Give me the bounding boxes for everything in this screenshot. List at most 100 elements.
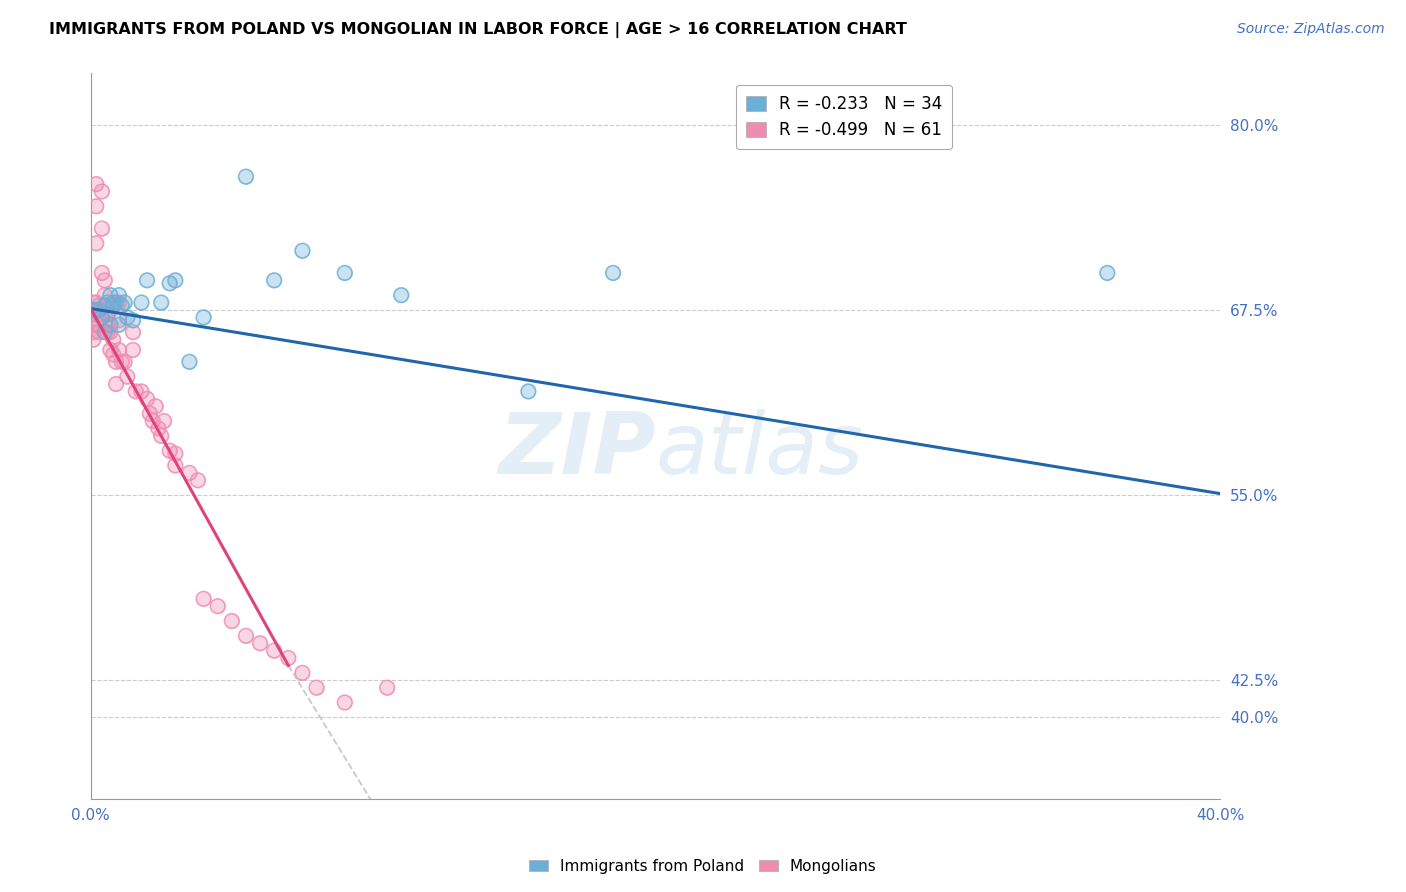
Point [187,473,209,487]
Point [333,696,356,710]
Point [389,288,412,302]
Point [90,185,112,199]
Point [517,384,540,399]
Point [1097,266,1119,280]
Point [150,295,173,310]
Point [84,295,107,310]
Point [114,295,136,310]
Point [87,325,110,339]
Point [87,302,110,317]
Point [108,288,131,302]
Point [193,591,215,606]
Point [159,443,181,458]
Point [97,318,120,332]
Point [87,325,110,339]
Point [122,313,145,327]
Point [291,244,314,258]
Point [105,377,128,392]
Point [100,288,122,302]
Point [108,313,131,327]
Point [114,355,136,369]
Point [108,295,131,310]
Point [145,399,167,413]
Point [103,299,125,313]
Point [333,696,356,710]
Point [84,177,107,191]
Point [97,295,120,310]
Point [105,355,128,369]
Point [84,199,107,213]
Point [108,313,131,327]
Text: atlas: atlas [655,409,863,491]
Point [117,310,139,325]
Point [193,591,215,606]
Point [131,384,153,399]
Point [93,273,115,287]
Point [93,299,115,313]
Point [159,443,181,458]
Point [87,302,110,317]
Point [90,310,112,325]
Point [103,295,125,310]
Text: IMMIGRANTS FROM POLAND VS MONGOLIAN IN LABOR FORCE | AGE > 16 CORRELATION CHART: IMMIGRANTS FROM POLAND VS MONGOLIAN IN L… [49,22,907,38]
Point [305,681,328,695]
Point [165,447,187,461]
Point [103,333,125,347]
Point [93,307,115,321]
Point [97,307,120,321]
Point [84,236,107,251]
Point [333,266,356,280]
Point [125,384,148,399]
Point [145,399,167,413]
Point [82,318,104,332]
Point [153,414,176,428]
Point [100,318,122,332]
Point [142,414,165,428]
Point [235,169,257,184]
Point [93,288,115,302]
Point [263,273,285,287]
Point [93,273,115,287]
Point [193,310,215,325]
Point [165,273,187,287]
Point [87,318,110,332]
Point [136,273,159,287]
Point [165,458,187,473]
Point [87,299,110,313]
Point [90,185,112,199]
Point [291,244,314,258]
Point [90,266,112,280]
Point [93,325,115,339]
Point [142,414,165,428]
Point [263,643,285,657]
Point [84,302,107,317]
Point [179,466,201,480]
Point [108,343,131,357]
Point [90,266,112,280]
Point [108,295,131,310]
Point [159,277,181,291]
Point [221,614,243,628]
Point [82,302,104,317]
Point [111,299,134,313]
Point [122,325,145,339]
Point [187,473,209,487]
Point [235,629,257,643]
Point [90,221,112,235]
Point [103,299,125,313]
Point [108,288,131,302]
Point [602,266,624,280]
Point [277,651,299,665]
Point [87,318,110,332]
Point [103,347,125,361]
Point [375,681,398,695]
Point [84,295,107,310]
Point [150,295,173,310]
Point [82,307,104,321]
Point [249,636,271,650]
Point [153,414,176,428]
Point [100,325,122,339]
Point [97,307,120,321]
Point [150,429,173,443]
Point [150,429,173,443]
